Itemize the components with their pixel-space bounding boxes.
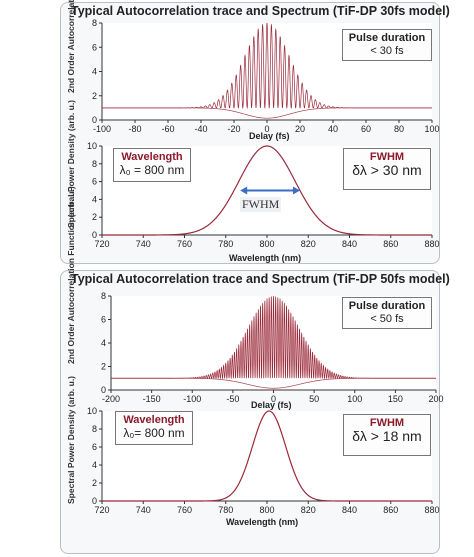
fwhm-value: δλ > 30 nm <box>352 162 422 178</box>
x-tick-label: 860 <box>383 505 398 515</box>
x-tick-label: -200 <box>102 394 120 404</box>
pulse-duration-title: Pulse duration <box>348 300 426 312</box>
spectrum-series-line <box>102 410 432 502</box>
x-tick-label: 200 <box>428 394 443 404</box>
x-tick-label: 0 <box>264 124 269 134</box>
wavelength-title: Wavelength <box>121 151 183 163</box>
y-tick-label: 2 <box>92 478 97 488</box>
x-tick-label: 880 <box>424 505 439 515</box>
pulse-duration-value: < 30 fs <box>370 45 404 57</box>
autocorrelation-lower-envelope <box>102 107 432 119</box>
x-tick-label: 0 <box>271 394 276 404</box>
y-tick-label: 6 <box>92 42 97 52</box>
x-tick-label: -150 <box>143 394 161 404</box>
y-tick-label: 8 <box>92 18 97 28</box>
spectrum-series-line <box>102 145 432 236</box>
x-tick-label: -80 <box>128 124 141 134</box>
x-tick-label: 100 <box>424 124 439 134</box>
y-tick-label: 2 <box>92 91 97 101</box>
fwhm-title: FWHM <box>369 417 405 429</box>
x-tick-label: 40 <box>328 124 338 134</box>
spectrum-y-label: Spectral Power Density (arb. u.) <box>66 375 76 504</box>
y-tick-label: 4 <box>101 338 106 348</box>
pulse-duration-box: Pulse duration < 50 fs <box>342 297 432 329</box>
x-tick-label: 880 <box>424 239 439 249</box>
x-tick-label: 720 <box>94 505 109 515</box>
y-tick-label: 10 <box>87 141 97 151</box>
x-tick-label: 820 <box>301 239 316 249</box>
x-tick-label: -40 <box>194 124 207 134</box>
y-tick-label: 2 <box>101 362 106 372</box>
autocorrelation-y-label: 2nd Order Autocorrelation Function (arb.… <box>66 186 76 364</box>
fwhm-box: FWHM δλ > 30 nm <box>343 148 431 190</box>
y-tick-label: 0 <box>101 385 106 395</box>
x-tick-label: 840 <box>342 239 357 249</box>
pulse-duration-title: Pulse duration <box>348 32 426 44</box>
x-tick-label: 740 <box>136 505 151 515</box>
autocorrelation-x-label: Delay (fs) <box>251 400 292 410</box>
y-tick-label: 4 <box>92 194 97 204</box>
x-tick-label: 780 <box>218 239 233 249</box>
y-tick-label: 8 <box>92 159 97 169</box>
x-tick-label: 800 <box>259 505 274 515</box>
y-tick-label: 6 <box>92 442 97 452</box>
x-tick-label: 100 <box>347 394 362 404</box>
x-tick-label: 860 <box>383 239 398 249</box>
autocorrelation-y-label: 2nd Order Autocorrelation Function (arb.… <box>66 0 76 93</box>
x-tick-label: -100 <box>93 124 111 134</box>
y-tick-label: 4 <box>92 67 97 77</box>
panel-title: Typical Autocorrelation trace and Spectr… <box>71 4 450 18</box>
y-tick-label: 8 <box>92 424 97 434</box>
x-tick-label: -50 <box>226 394 239 404</box>
autocorrelation-lower-envelope <box>111 377 436 389</box>
y-tick-label: 0 <box>92 496 97 506</box>
fwhm-arrow-head-right <box>293 186 300 195</box>
fwhm-arrow-head-left <box>240 186 248 195</box>
autocorrelation-x-label: Delay (fs) <box>249 131 290 141</box>
spectrum-x-label: Wavelength (nm) <box>226 517 299 527</box>
panel-30fs: Typical Autocorrelation trace and Spectr… <box>60 0 450 264</box>
x-tick-label: 820 <box>301 505 316 515</box>
fwhm-marker-label: FWHM <box>240 197 282 212</box>
x-tick-label: 760 <box>177 505 192 515</box>
x-tick-label: 80 <box>394 124 404 134</box>
fwhm-title: FWHM <box>369 151 405 163</box>
x-tick-label: 50 <box>309 394 319 404</box>
y-tick-label: 6 <box>101 315 106 325</box>
wavelength-title: Wavelength <box>123 414 185 426</box>
x-tick-label: 150 <box>388 394 403 404</box>
x-tick-label: -60 <box>161 124 174 134</box>
x-tick-label: -20 <box>227 124 240 134</box>
y-tick-label: 4 <box>92 460 97 470</box>
x-tick-label: 760 <box>177 239 192 249</box>
x-tick-label: 840 <box>342 505 357 515</box>
pulse-duration-box: Pulse duration < 30 fs <box>342 29 432 61</box>
y-tick-label: 6 <box>92 177 97 187</box>
y-tick-label: 2 <box>92 212 97 222</box>
wavelength-box: Wavelength λ₀= 800 nm <box>115 411 193 445</box>
x-tick-label: 720 <box>94 239 109 249</box>
fwhm-box: FWHM δλ > 18 nm <box>343 414 431 456</box>
wavelength-value: λ₀ = 800 nm <box>119 163 185 177</box>
pulse-duration-value: < 50 fs <box>370 313 404 325</box>
spectrum-x-label: Wavelength (nm) <box>229 253 302 263</box>
panel-50fs: Typical Autocorrelation trace and Spectr… <box>60 186 450 554</box>
x-tick-label: 800 <box>259 239 274 249</box>
y-tick-label: 10 <box>87 406 97 416</box>
y-tick-label: 0 <box>92 230 97 240</box>
fwhm-value: δλ > 18 nm <box>352 428 422 444</box>
x-tick-label: -100 <box>183 394 201 404</box>
x-tick-label: 60 <box>361 124 371 134</box>
x-tick-label: 780 <box>218 505 233 515</box>
x-tick-label: 740 <box>136 239 151 249</box>
wavelength-value: λ₀= 800 nm <box>123 426 185 440</box>
x-tick-label: 20 <box>295 124 305 134</box>
y-tick-label: 0 <box>92 115 97 125</box>
panel-title: Typical Autocorrelation trace and Spectr… <box>71 272 450 286</box>
y-tick-label: 8 <box>101 291 106 301</box>
wavelength-box: Wavelength λ₀ = 800 nm <box>113 148 191 182</box>
